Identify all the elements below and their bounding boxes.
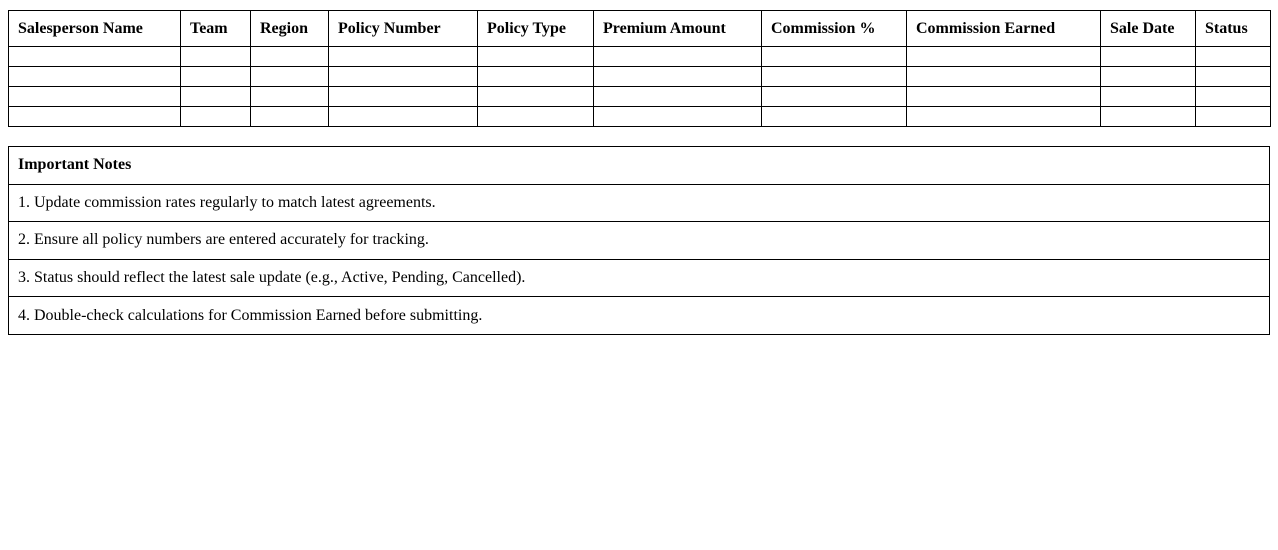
table-header-row: Salesperson Name Team Region Policy Number P… (8, 10, 1271, 47)
note-row: 2. Ensure all policy numbers are entered… (8, 221, 1270, 260)
empty-cell-policy-number[interactable] (328, 46, 478, 67)
empty-cell-premium-amount[interactable] (593, 106, 762, 127)
empty-cell-salesperson-name[interactable] (8, 86, 181, 107)
note-item-4: 4. Double-check calculations for Commiss… (8, 296, 1270, 335)
column-header-salesperson-name: Salesperson Name (8, 10, 181, 47)
empty-cell-region[interactable] (250, 46, 329, 67)
empty-cell-team[interactable] (180, 106, 251, 127)
note-row: 4. Double-check calculations for Commiss… (8, 296, 1270, 335)
table-row (8, 66, 1271, 87)
empty-cell-commission-percent[interactable] (761, 46, 907, 67)
empty-cell-team[interactable] (180, 86, 251, 107)
commission-tracking-table: Salesperson Name Team Region Policy Number P… (8, 10, 1271, 127)
empty-cell-status[interactable] (1195, 66, 1271, 87)
empty-cell-status[interactable] (1195, 106, 1271, 127)
empty-cell-premium-amount[interactable] (593, 66, 762, 87)
empty-cell-commission-earned[interactable] (906, 106, 1101, 127)
table-row (8, 106, 1271, 127)
empty-cell-salesperson-name[interactable] (8, 46, 181, 67)
empty-cell-premium-amount[interactable] (593, 86, 762, 107)
empty-cell-sale-date[interactable] (1100, 106, 1196, 127)
empty-cell-region[interactable] (250, 106, 329, 127)
empty-cell-sale-date[interactable] (1100, 46, 1196, 67)
column-header-policy-number: Policy Number (328, 10, 478, 47)
empty-cell-status[interactable] (1195, 46, 1271, 67)
empty-cell-salesperson-name[interactable] (8, 66, 181, 87)
column-header-commission-earned: Commission Earned (906, 10, 1101, 47)
note-item-3: 3. Status should reflect the latest sale… (8, 258, 1270, 298)
empty-cell-commission-earned[interactable] (906, 46, 1101, 67)
column-header-region: Region (250, 10, 329, 47)
column-header-commission-percent: Commission % (761, 10, 907, 47)
empty-cell-commission-percent[interactable] (761, 66, 907, 87)
column-header-status: Status (1195, 10, 1271, 47)
empty-cell-region[interactable] (250, 66, 329, 87)
important-notes-table: Important Notes 1. Update commission rat… (8, 146, 1270, 335)
empty-cell-sale-date[interactable] (1100, 66, 1196, 87)
column-header-sale-date: Sale Date (1100, 10, 1196, 47)
empty-cell-policy-type[interactable] (477, 66, 594, 87)
empty-cell-commission-percent[interactable] (761, 106, 907, 127)
empty-cell-sale-date[interactable] (1100, 86, 1196, 107)
notes-title: Important Notes (8, 146, 1270, 185)
note-row: 3. Status should reflect the latest sale… (8, 258, 1270, 298)
note-item-1: 1. Update commission rates regularly to … (8, 183, 1270, 223)
column-header-team: Team (180, 10, 251, 47)
column-header-premium-amount: Premium Amount (593, 10, 762, 47)
empty-cell-commission-earned[interactable] (906, 86, 1101, 107)
table-row (8, 46, 1271, 67)
empty-cell-team[interactable] (180, 66, 251, 87)
empty-cell-commission-percent[interactable] (761, 86, 907, 107)
empty-cell-policy-type[interactable] (477, 106, 594, 127)
empty-cell-commission-earned[interactable] (906, 66, 1101, 87)
column-header-policy-type: Policy Type (477, 10, 594, 47)
empty-cell-team[interactable] (180, 46, 251, 67)
note-item-2: 2. Ensure all policy numbers are entered… (8, 221, 1270, 260)
empty-cell-policy-type[interactable] (477, 86, 594, 107)
empty-cell-status[interactable] (1195, 86, 1271, 107)
notes-title-row: Important Notes (8, 146, 1270, 185)
table-row (8, 86, 1271, 107)
empty-cell-region[interactable] (250, 86, 329, 107)
empty-cell-premium-amount[interactable] (593, 46, 762, 67)
empty-cell-salesperson-name[interactable] (8, 106, 181, 127)
note-row: 1. Update commission rates regularly to … (8, 183, 1270, 223)
empty-cell-policy-number[interactable] (328, 86, 478, 107)
empty-cell-policy-type[interactable] (477, 46, 594, 67)
empty-cell-policy-number[interactable] (328, 66, 478, 87)
empty-cell-policy-number[interactable] (328, 106, 478, 127)
